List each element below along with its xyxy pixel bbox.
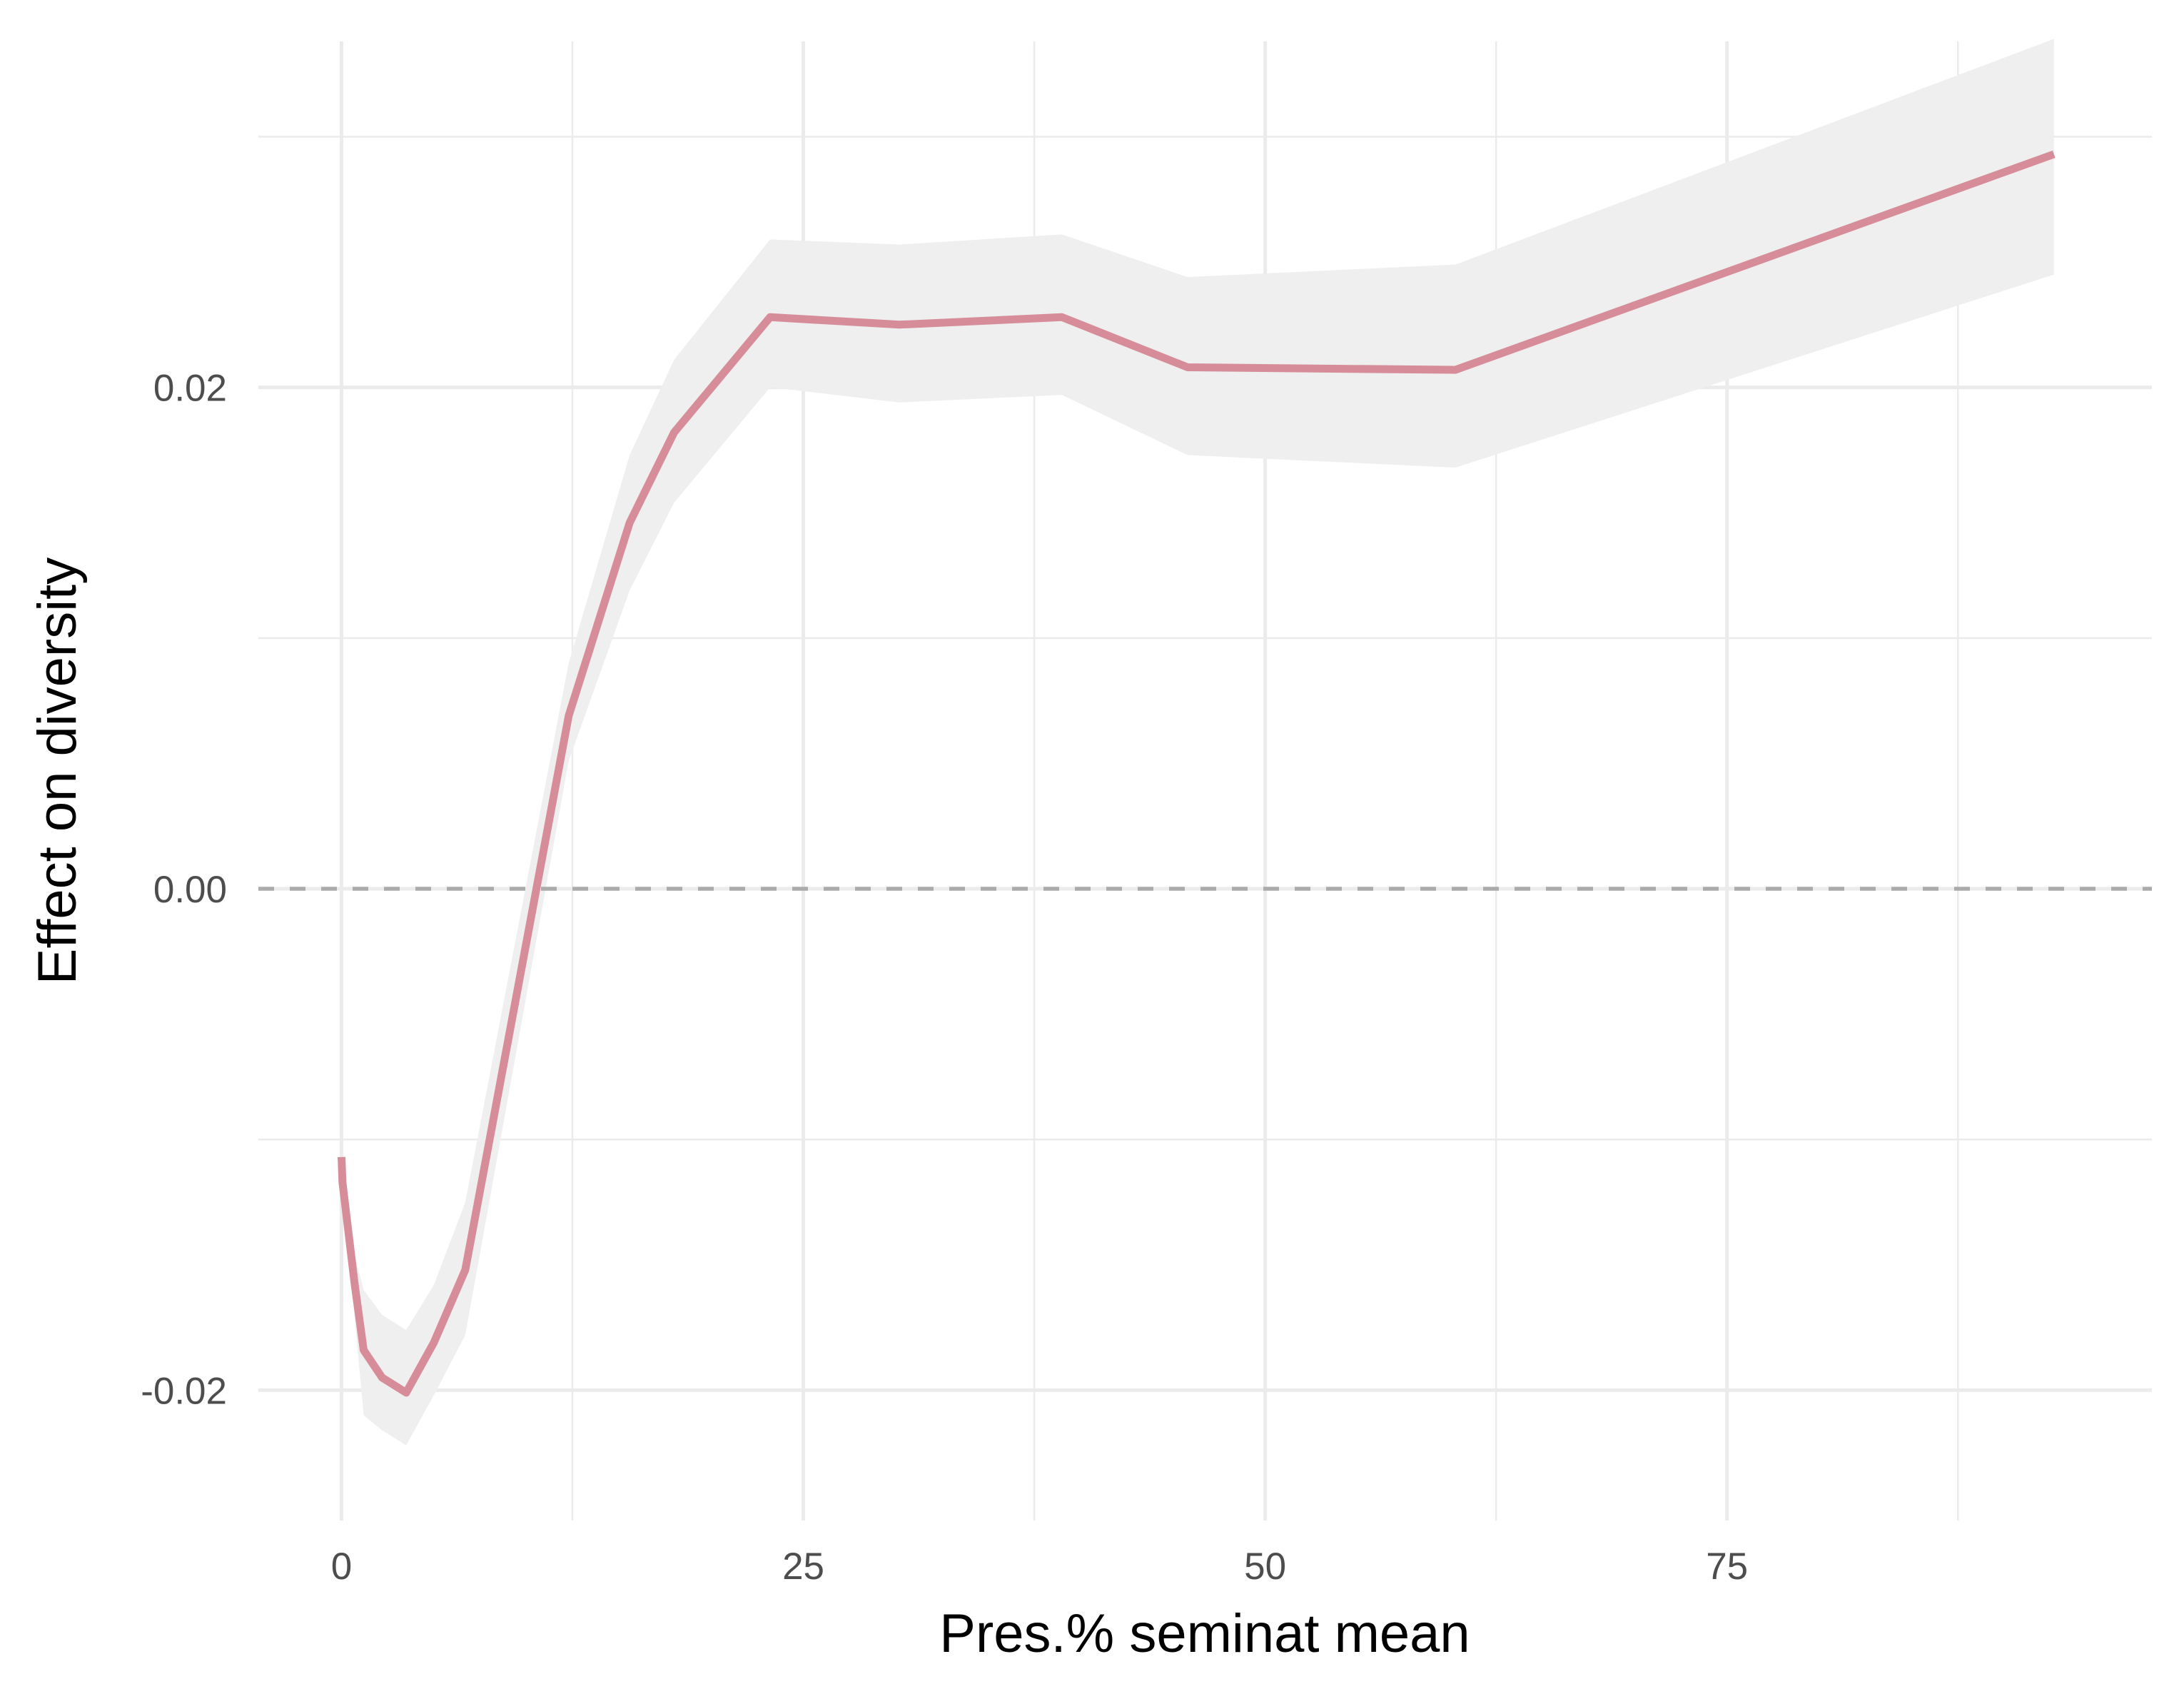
y-tick-label: 0.02 [153, 368, 227, 410]
x-axis-tick-labels: 0 25 50 75 [331, 1546, 1748, 1588]
y-tick-label: 0.00 [153, 869, 227, 911]
x-tick-label: 50 [1244, 1546, 1286, 1588]
confidence-band [341, 39, 2054, 1446]
x-axis-title: Pres.% seminat mean [939, 1603, 1470, 1664]
y-tick-label: -0.02 [141, 1370, 227, 1412]
y-axis-title: Effect on diversity [27, 558, 88, 984]
x-tick-label: 25 [782, 1546, 824, 1588]
y-axis-tick-labels: -0.02 0.00 0.02 [141, 368, 227, 1413]
x-tick-label: 0 [331, 1546, 352, 1588]
effect-line [338, 150, 2056, 1397]
x-tick-label: 75 [1706, 1546, 1748, 1588]
